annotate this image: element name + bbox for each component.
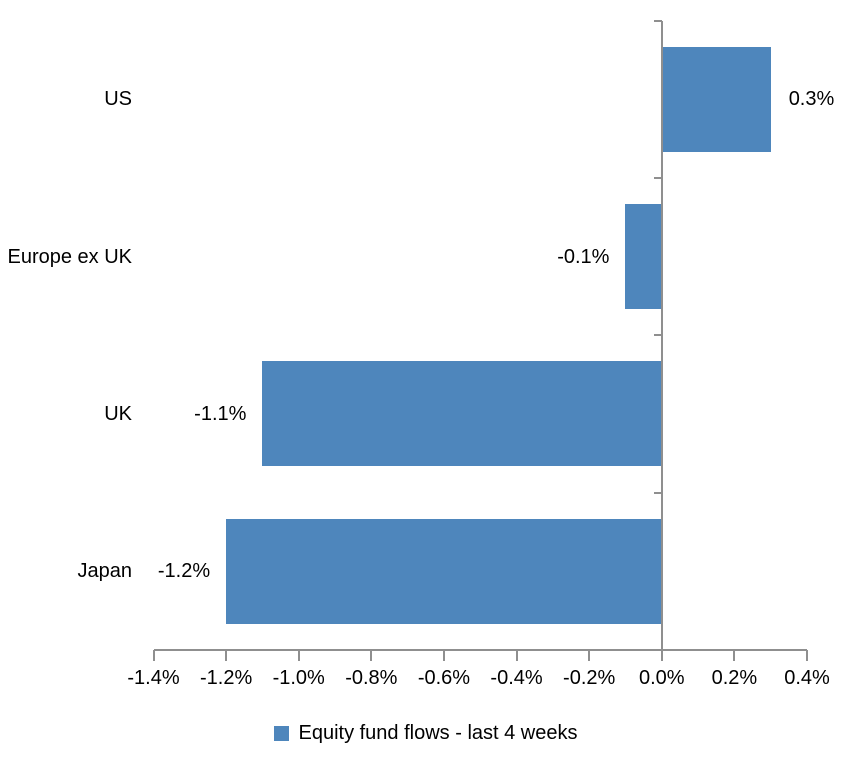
x-axis-tick-label: -0.2%	[563, 667, 616, 689]
category-label: US	[104, 88, 132, 111]
x-axis-tick	[370, 650, 373, 661]
x-axis-tick	[660, 650, 663, 661]
x-axis-tick-label: -1.2%	[199, 667, 253, 689]
x-axis-tick-label: -1.0%	[272, 667, 325, 689]
x-axis-tick	[297, 650, 300, 661]
category-label: Japan	[77, 560, 133, 583]
category-label: UK	[104, 402, 132, 425]
value-label: -1.1%	[194, 402, 247, 425]
x-axis-tick	[733, 650, 736, 661]
x-axis-line	[153, 649, 807, 651]
x-axis-tick-label: 0.0%	[638, 667, 685, 689]
category-axis-line	[660, 20, 663, 650]
x-axis-tick	[806, 650, 808, 661]
x-axis-tick-label: -0.6%	[417, 667, 471, 689]
value-label: 0.3%	[788, 88, 835, 111]
x-axis-tick-label: 0.4%	[784, 667, 830, 689]
legend-swatch	[274, 725, 290, 741]
x-axis-tick	[442, 650, 445, 661]
x-axis-tick-label: -1.4%	[127, 667, 180, 689]
x-axis-tick	[225, 650, 228, 661]
category-axis-tick	[653, 176, 662, 179]
x-axis-tick-label: -0.4%	[490, 667, 543, 689]
value-label: -0.1%	[557, 245, 610, 268]
bar-us	[661, 46, 771, 152]
category-axis-tick	[653, 334, 662, 337]
value-label: -1.2%	[157, 560, 211, 583]
bar-europe-ex-uk	[625, 204, 662, 310]
x-axis-tick	[515, 650, 518, 661]
x-axis-tick	[588, 650, 591, 661]
legend: Equity fund flows - last 4 weeks	[0, 721, 852, 745]
category-axis-tick	[653, 19, 662, 22]
x-axis-tick	[152, 650, 155, 661]
category-label: Europe ex UK	[7, 245, 132, 268]
x-axis-tick-label: -0.8%	[345, 667, 398, 689]
category-axis-tick	[653, 491, 662, 494]
legend-label: Equity fund flows - last 4 weeks	[298, 722, 578, 744]
bar-japan	[226, 518, 662, 624]
bar-uk	[262, 361, 662, 467]
x-axis-tick-label: 0.2%	[711, 667, 758, 689]
